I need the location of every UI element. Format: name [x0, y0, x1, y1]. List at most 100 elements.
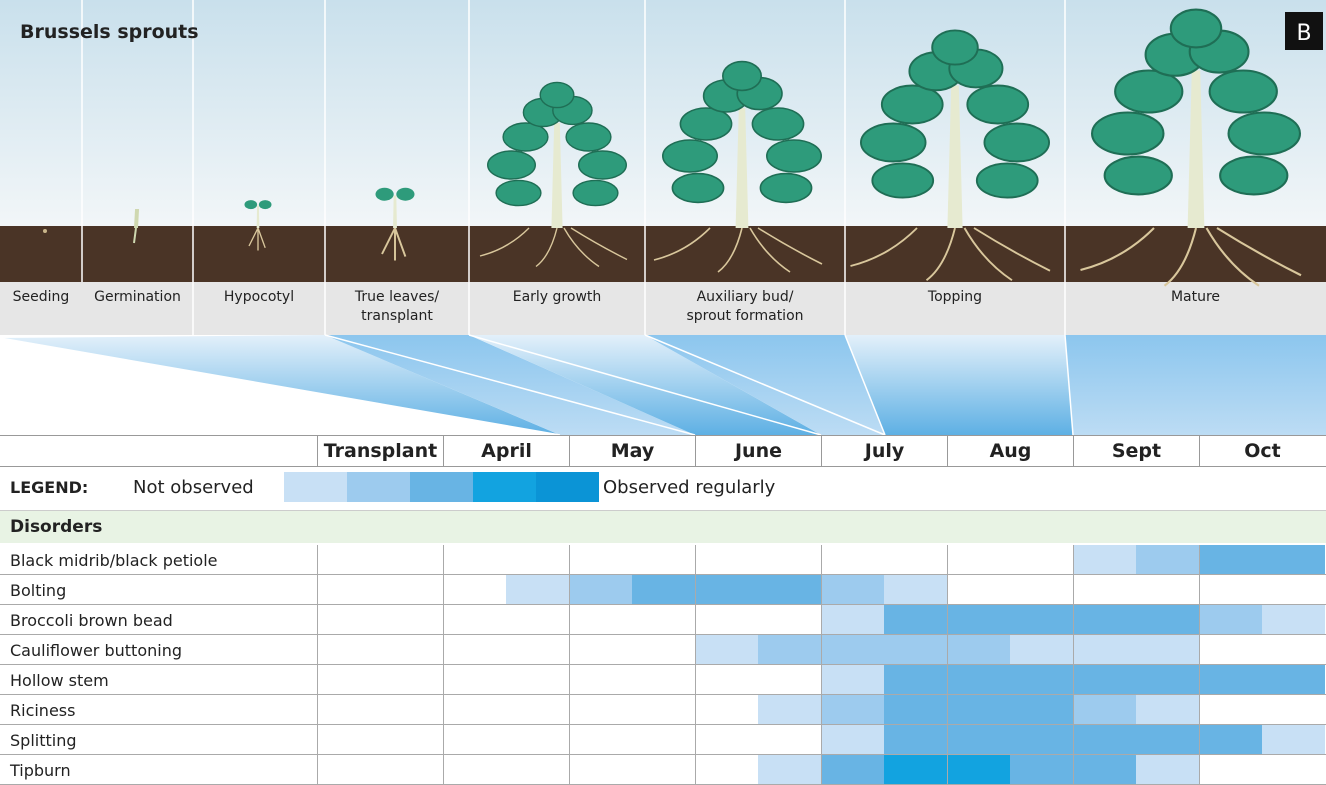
- level-cell: [1262, 755, 1325, 785]
- level-cell: [884, 695, 947, 725]
- level-cell: [884, 575, 947, 605]
- level-cell: [443, 755, 506, 785]
- level-cell: [695, 695, 758, 725]
- legend-swatch: [410, 472, 473, 502]
- level-cell: [947, 665, 1010, 695]
- stage-label: Hypocotyl: [193, 282, 325, 335]
- level-cell: [380, 695, 443, 725]
- stage-label: Early growth: [469, 282, 645, 335]
- level-cell: [695, 575, 758, 605]
- level-cell: [443, 545, 506, 575]
- stage-label: Mature: [1065, 282, 1326, 335]
- row-label: Tipburn: [10, 755, 71, 785]
- level-cell: [1199, 635, 1262, 665]
- level-cell: [632, 755, 695, 785]
- level-cell: [758, 725, 821, 755]
- level-cell: [317, 575, 380, 605]
- level-cell: [821, 725, 884, 755]
- level-cell: [506, 545, 569, 575]
- level-cell: [380, 635, 443, 665]
- level-cell: [1010, 695, 1073, 725]
- level-cell: [632, 665, 695, 695]
- level-cell: [1010, 725, 1073, 755]
- level-cell: [1073, 725, 1136, 755]
- level-cell: [1199, 545, 1262, 575]
- level-cell: [506, 635, 569, 665]
- level-cell: [443, 665, 506, 695]
- level-cell: [380, 665, 443, 695]
- column-line: [947, 545, 948, 785]
- level-cell: [1010, 635, 1073, 665]
- month-label: Oct: [1199, 435, 1325, 467]
- level-cell: [506, 725, 569, 755]
- level-cell: [884, 755, 947, 785]
- month-label: April: [443, 435, 569, 467]
- level-cell: [569, 695, 632, 725]
- level-cell: [380, 725, 443, 755]
- level-cell: [947, 545, 1010, 575]
- level-cell: [632, 605, 695, 635]
- level-cell: [947, 635, 1010, 665]
- level-cell: [1073, 635, 1136, 665]
- level-cell: [947, 575, 1010, 605]
- legend-low: Not observed: [133, 472, 254, 502]
- month-label: July: [821, 435, 947, 467]
- level-cell: [821, 575, 884, 605]
- column-line: [1199, 545, 1200, 785]
- level-cell: [884, 545, 947, 575]
- level-cell: [1010, 665, 1073, 695]
- level-cell: [317, 635, 380, 665]
- level-cell: [317, 545, 380, 575]
- level-cell: [1262, 545, 1325, 575]
- level-cell: [1199, 575, 1262, 605]
- row-label: Broccoli brown bead: [10, 605, 173, 635]
- level-cell: [569, 635, 632, 665]
- column-line: [695, 545, 696, 785]
- level-cell: [1262, 635, 1325, 665]
- level-cell: [1199, 605, 1262, 635]
- level-cell: [947, 695, 1010, 725]
- level-cell: [758, 695, 821, 725]
- level-cell: [443, 605, 506, 635]
- level-cell: [1136, 695, 1199, 725]
- column-line: [1073, 545, 1074, 785]
- level-cell: [695, 665, 758, 695]
- level-cell: [443, 695, 506, 725]
- level-cell: [380, 575, 443, 605]
- level-cell: [317, 725, 380, 755]
- level-cell: [1262, 575, 1325, 605]
- month-label: June: [695, 435, 821, 467]
- month-label: Sept: [1073, 435, 1199, 467]
- level-cell: [632, 575, 695, 605]
- row-label: Riciness: [10, 695, 75, 725]
- level-cell: [884, 635, 947, 665]
- legend-label: LEGEND:: [10, 472, 88, 502]
- level-cell: [632, 695, 695, 725]
- level-cell: [1073, 545, 1136, 575]
- column-line: [821, 545, 822, 785]
- level-cell: [1073, 575, 1136, 605]
- level-cell: [569, 605, 632, 635]
- level-cell: [1262, 695, 1325, 725]
- level-cell: [443, 725, 506, 755]
- column-line: [569, 545, 570, 785]
- level-cell: [506, 695, 569, 725]
- level-cell: [1199, 725, 1262, 755]
- level-cell: [758, 575, 821, 605]
- level-cell: [569, 575, 632, 605]
- level-cell: [1010, 575, 1073, 605]
- section-header: Disorders: [0, 510, 1326, 543]
- level-cell: [947, 725, 1010, 755]
- column-line: [317, 545, 318, 785]
- level-cell: [317, 755, 380, 785]
- stage-label: Auxiliary bud/ sprout formation: [645, 282, 845, 335]
- level-cell: [1073, 695, 1136, 725]
- level-cell: [695, 605, 758, 635]
- stage-label: Topping: [845, 282, 1065, 335]
- level-cell: [506, 755, 569, 785]
- level-cell: [821, 545, 884, 575]
- level-cell: [1199, 755, 1262, 785]
- level-cell: [1199, 695, 1262, 725]
- level-cell: [1010, 755, 1073, 785]
- level-cell: [821, 695, 884, 725]
